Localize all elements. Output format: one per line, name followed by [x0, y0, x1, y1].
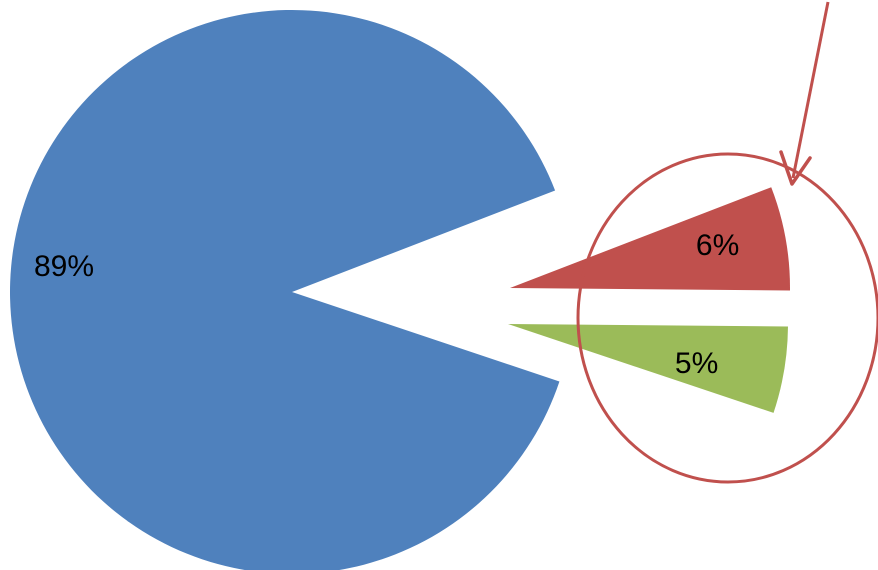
pie-slice [510, 187, 790, 290]
slice-label: 5% [675, 347, 718, 380]
slice-label: 6% [696, 229, 739, 262]
slice-label: 89% [34, 250, 94, 283]
pie-slice [10, 10, 559, 570]
pointer-arrow [793, 2, 828, 178]
pie-slices [10, 10, 790, 570]
highlight-circle [578, 154, 878, 482]
